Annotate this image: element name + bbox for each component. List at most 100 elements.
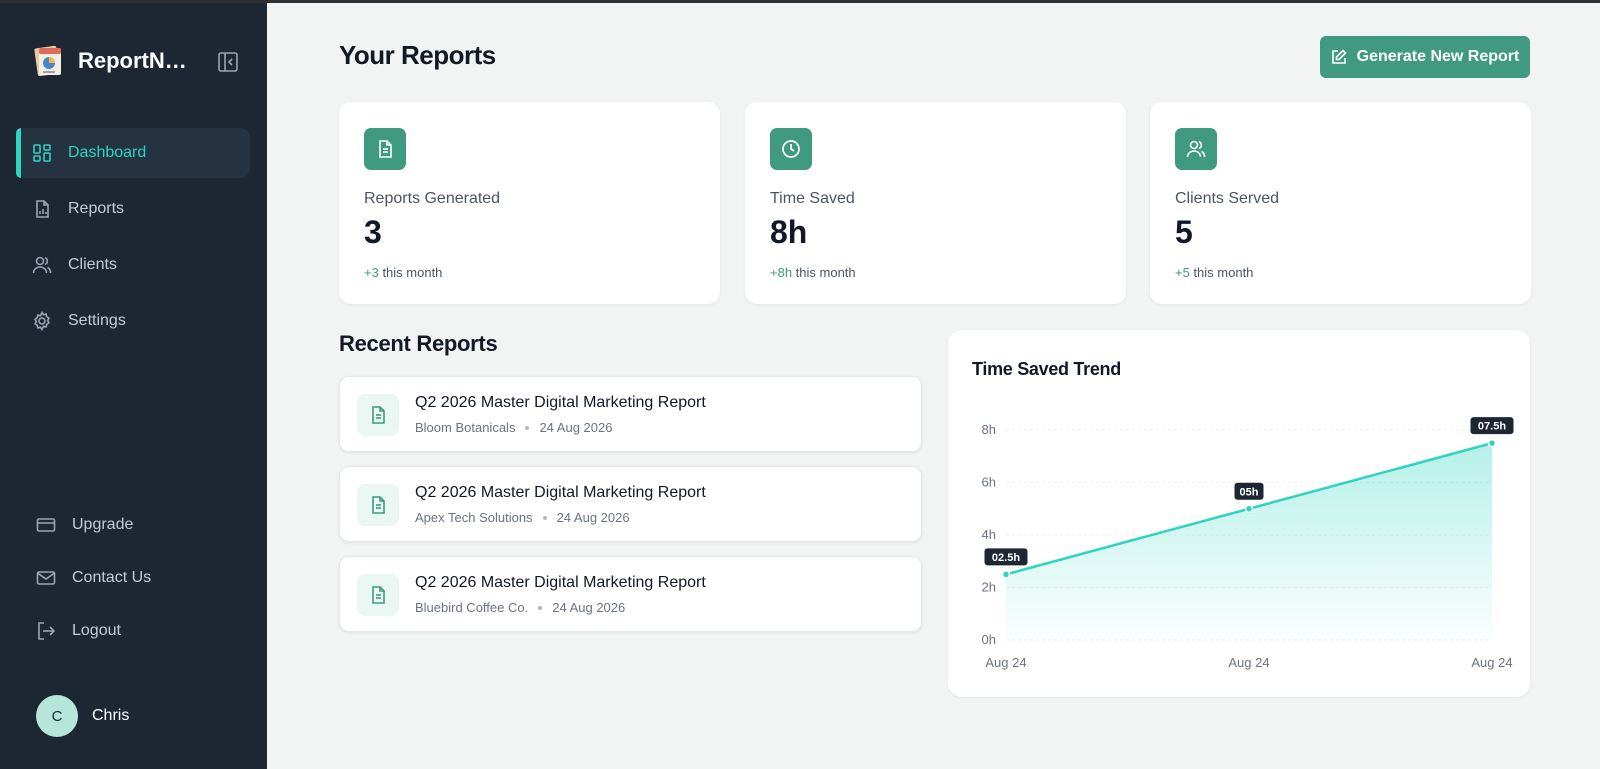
avatar: C [36, 695, 78, 737]
users-icon [1175, 128, 1217, 170]
data-label-bg [984, 548, 1028, 566]
y-tick-label: 4h [982, 527, 996, 542]
data-label: 07.5h [1478, 421, 1506, 433]
document-icon [357, 484, 399, 526]
edit-icon [1331, 49, 1347, 65]
report-title: Q2 2026 Master Digital Marketing Report [415, 484, 706, 501]
report-list-item[interactable]: Q2 2026 Master Digital Marketing Report … [339, 466, 922, 542]
brand[interactable]: ReportNe... [32, 44, 242, 78]
recent-reports-title: Recent Reports [339, 331, 498, 356]
separator-dot [542, 515, 547, 520]
stat-period: this month [792, 265, 856, 280]
data-label-bg [1470, 417, 1514, 435]
stat-value: 5 [1175, 214, 1193, 250]
stat-subtext: +5 this month [1175, 265, 1253, 280]
generate-button-label: Generate New Report [1356, 48, 1520, 65]
sidebar-item-dashboard[interactable]: Dashboard [16, 128, 250, 178]
stat-delta: +5 [1175, 265, 1190, 280]
stat-period: this month [378, 265, 443, 280]
stat-period: this month [1189, 265, 1254, 280]
document-icon [357, 574, 399, 616]
stat-subtext: +8h this month [770, 265, 856, 280]
sidebar-item-label: Contact Us [72, 569, 152, 586]
user-profile[interactable]: C Chris [36, 695, 129, 737]
dashboard-icon [32, 143, 52, 163]
report-meta: Bloom Botanicals 24 Aug 2026 [415, 420, 612, 435]
y-tick-label: 8h [982, 422, 996, 437]
chart-title: Time Saved Trend [972, 359, 1121, 379]
brand-name: ReportNe... [78, 48, 194, 73]
gear-icon [32, 311, 52, 331]
report-meta: Bluebird Coffee Co. 24 Aug 2026 [415, 600, 625, 615]
secondary-nav: Upgrade Contact Us Logout [16, 502, 250, 661]
sidebar-item-label: Dashboard [68, 144, 147, 161]
y-tick-label: 2h [982, 580, 996, 595]
stat-delta: +8h [770, 265, 793, 280]
sidebar-item-logout[interactable]: Logout [16, 608, 250, 654]
time-saved-chart-card: Time Saved Trend 02.5h 05h 07.5h 0h 2h 4h 6h 8… [948, 330, 1530, 697]
data-label: 05h [1240, 486, 1259, 498]
data-point [1244, 504, 1254, 513]
document-icon [364, 128, 406, 170]
sidebar-item-label: Settings [68, 312, 126, 329]
report-logo-icon [32, 44, 66, 78]
separator-dot [538, 605, 543, 610]
stat-subtext: +3 this month [364, 265, 442, 280]
collapse-sidebar-icon[interactable] [217, 51, 239, 73]
sidebar-item-label: Logout [72, 622, 121, 639]
document-icon [357, 394, 399, 436]
report-client: Bluebird Coffee Co. [415, 600, 529, 615]
y-tick-label: 0h [982, 632, 996, 647]
stat-label: Reports Generated [364, 190, 501, 207]
data-point [1001, 570, 1011, 579]
main-nav: Dashboard Reports Clients [16, 128, 250, 352]
users-icon [32, 255, 52, 275]
stat-card-reports: Reports Generated 3 +3 this month [339, 102, 720, 304]
clock-icon [770, 128, 812, 170]
report-date: 24 Aug 2026 [556, 510, 630, 525]
data-point [1487, 438, 1497, 448]
sidebar-item-clients[interactable]: Clients [16, 240, 250, 290]
x-tick-label: Aug 24 [1228, 655, 1269, 670]
window-top-border [0, 0, 1600, 3]
mail-icon [36, 568, 56, 588]
report-client: Apex Tech Solutions [415, 510, 533, 525]
x-tick-label: Aug 24 [1471, 655, 1512, 670]
page-title: Your Reports [339, 40, 496, 70]
report-date: 24 Aug 2026 [539, 420, 613, 435]
sidebar-item-contact[interactable]: Contact Us [16, 555, 250, 601]
sidebar-item-label: Clients [68, 256, 117, 273]
sidebar-item-reports[interactable]: Reports [16, 184, 250, 234]
generate-new-report-button[interactable]: Generate New Report [1320, 36, 1530, 78]
sidebar-item-label: Reports [68, 200, 125, 217]
stat-label: Time Saved [770, 190, 855, 207]
report-title: Q2 2026 Master Digital Marketing Report [415, 574, 706, 591]
report-title: Q2 2026 Master Digital Marketing Report [415, 394, 706, 411]
area-fill [1006, 443, 1492, 640]
stat-delta: +3 [364, 265, 379, 280]
stat-card-time-saved: Time Saved 8h +8h this month [745, 102, 1126, 304]
sidebar-item-upgrade[interactable]: Upgrade [16, 502, 250, 548]
report-meta: Apex Tech Solutions 24 Aug 2026 [415, 510, 630, 525]
x-tick-label: Aug 24 [985, 655, 1026, 670]
logout-icon [36, 621, 56, 641]
stat-value: 3 [364, 214, 382, 250]
sidebar: ReportNe... Dashboard [0, 0, 267, 769]
sidebar-item-label: Upgrade [72, 516, 134, 533]
report-list-item[interactable]: Q2 2026 Master Digital Marketing Report … [339, 376, 922, 452]
report-file-icon [32, 199, 52, 219]
stat-label: Clients Served [1175, 190, 1280, 207]
stat-value: 8h [770, 214, 808, 250]
y-tick-label: 6h [982, 475, 996, 490]
time-saved-chart: 02.5h 05h 07.5h 0h 2h 4h 6h 8h Aug 24 Aug 24 Aug … [982, 417, 1514, 670]
stat-card-clients: Clients Served 5 +5 this month [1150, 102, 1531, 304]
report-date: 24 Aug 2026 [552, 600, 626, 615]
data-label: 02.5h [992, 552, 1020, 564]
user-name: Chris [92, 707, 130, 724]
report-list-item[interactable]: Q2 2026 Master Digital Marketing Report … [339, 556, 922, 632]
separator-dot [525, 425, 530, 430]
sidebar-item-settings[interactable]: Settings [16, 296, 250, 346]
credit-card-icon [36, 515, 56, 535]
data-label-bg [1234, 482, 1264, 500]
report-client: Bloom Botanicals [415, 420, 516, 435]
